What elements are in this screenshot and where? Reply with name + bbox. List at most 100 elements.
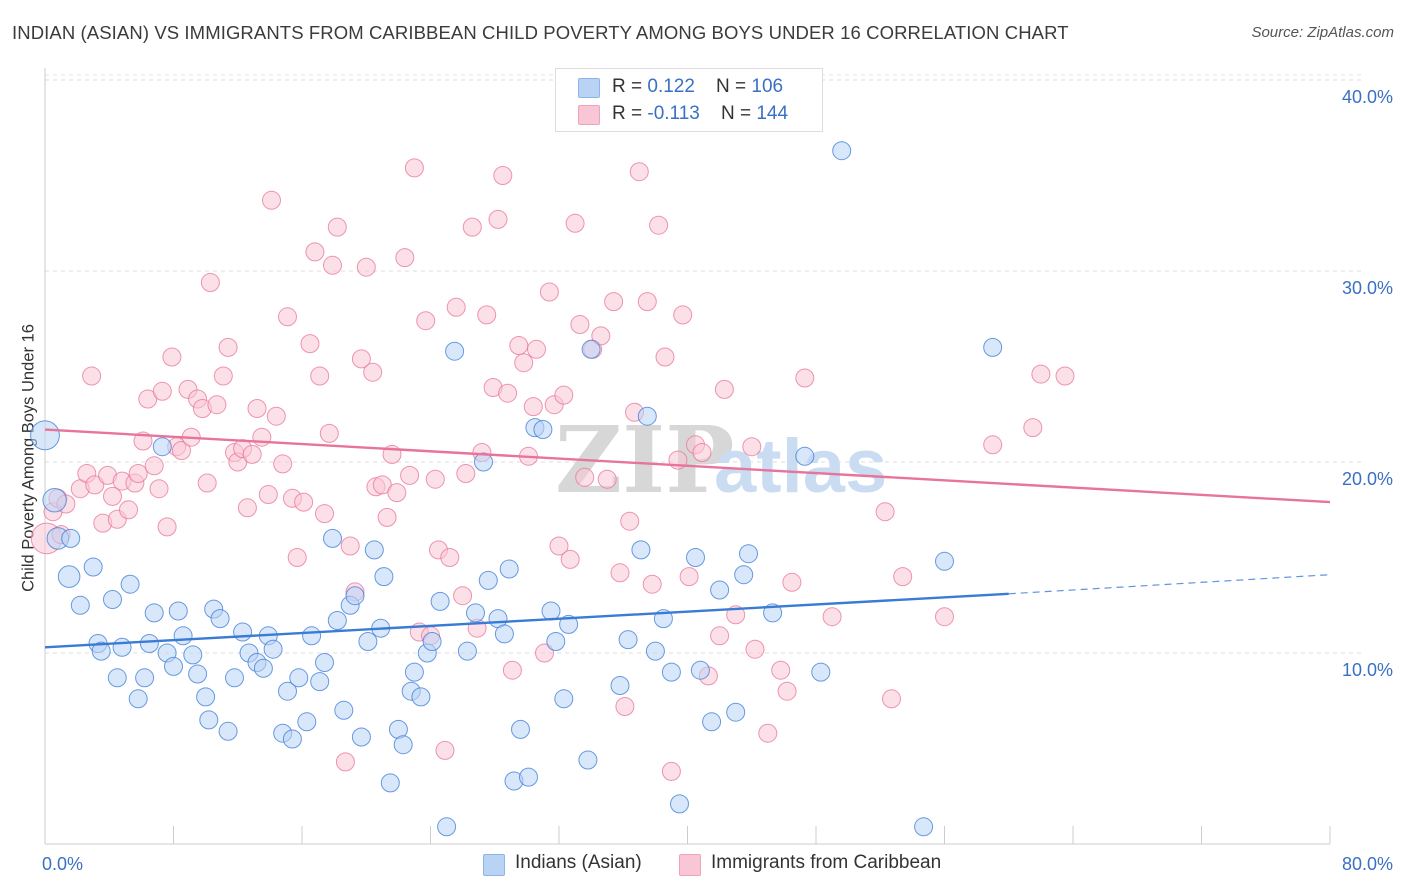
data-point	[310, 366, 330, 386]
data-point	[297, 712, 317, 732]
data-point	[358, 632, 378, 651]
data-point	[539, 282, 559, 302]
data-point	[70, 595, 90, 615]
data-point	[364, 540, 384, 560]
data-point	[527, 339, 546, 359]
data-point	[637, 292, 657, 312]
data-point	[393, 735, 413, 755]
data-point	[742, 437, 762, 457]
data-point	[575, 467, 595, 487]
data-point	[91, 641, 111, 661]
data-point	[549, 536, 569, 556]
trend-lines	[44, 428, 1331, 649]
data-point	[581, 339, 601, 359]
data-point	[207, 395, 227, 415]
data-point	[152, 381, 172, 401]
data-point	[604, 292, 624, 312]
data-point	[771, 660, 791, 680]
data-point	[380, 773, 400, 793]
data-point	[882, 689, 901, 709]
data-point	[305, 242, 325, 262]
y-tick-label: 30.0%	[1342, 278, 1393, 298]
data-point	[502, 660, 522, 680]
y-tick-label: 20.0%	[1342, 469, 1393, 489]
data-point	[263, 639, 283, 659]
data-point	[494, 624, 514, 644]
data-point	[294, 492, 314, 512]
data-point	[758, 723, 778, 743]
data-point	[213, 366, 233, 386]
n-label: N =	[716, 76, 752, 97]
data-point	[315, 653, 334, 672]
x-tick-label-max: 80.0%	[1342, 854, 1393, 874]
data-point	[103, 486, 122, 506]
data-point	[710, 580, 730, 600]
legend-label: Immigrants from Caribbean	[711, 852, 942, 873]
data-point	[278, 307, 297, 327]
axes	[44, 68, 1331, 845]
data-point	[107, 668, 127, 688]
data-point	[629, 162, 649, 182]
data-point	[340, 536, 360, 556]
series-legend: Indians (Asian) Immigrants from Caribbea…	[0, 852, 1406, 878]
data-point	[782, 572, 802, 592]
data-point	[152, 437, 172, 457]
data-point	[183, 645, 203, 665]
data-point	[404, 158, 424, 178]
source-credit: Source: ZipAtlas.com	[1251, 24, 1394, 41]
data-point	[661, 761, 681, 781]
data-point	[289, 668, 309, 688]
data-point	[642, 574, 662, 594]
data-point	[315, 504, 334, 524]
data-point	[437, 817, 457, 837]
data-point	[327, 217, 347, 237]
data-point	[983, 337, 1003, 357]
data-point	[615, 697, 635, 716]
r-label: R =	[612, 76, 648, 97]
r-value: 0.122	[647, 76, 695, 97]
data-point	[578, 750, 598, 770]
data-point	[620, 511, 640, 531]
data-point	[935, 551, 954, 571]
data-point	[457, 641, 477, 661]
data-point	[477, 305, 497, 325]
data-point	[914, 817, 934, 837]
n-value: 106	[751, 76, 784, 97]
data-point	[456, 464, 476, 483]
data-point	[144, 456, 164, 476]
data-point	[535, 643, 554, 663]
data-point	[422, 632, 442, 651]
data-point	[554, 689, 574, 709]
data-point	[610, 676, 630, 695]
data-point	[233, 622, 253, 642]
data-point	[319, 423, 339, 443]
data-point	[533, 420, 553, 439]
watermark-atlas: atlas	[714, 424, 887, 509]
series-immigrants-from-caribbean	[30, 158, 1075, 781]
data-point	[310, 672, 330, 692]
y-tick-label: 10.0%	[1342, 660, 1393, 680]
data-point	[210, 609, 230, 629]
r-value: -0.113	[647, 103, 700, 124]
data-point	[655, 347, 675, 367]
data-point	[119, 500, 138, 520]
data-point	[795, 446, 815, 466]
data-point	[523, 397, 543, 417]
data-point	[649, 215, 669, 235]
data-point	[466, 603, 485, 623]
data-point	[670, 794, 689, 814]
data-point	[983, 435, 1003, 455]
data-point	[488, 209, 508, 229]
data-point	[253, 658, 273, 678]
data-point	[278, 681, 297, 701]
data-point	[282, 729, 302, 749]
trend-line-indians	[44, 592, 1009, 649]
data-point	[739, 544, 758, 564]
data-point	[686, 548, 705, 567]
data-point	[440, 548, 460, 567]
data-point	[710, 626, 730, 646]
data-point	[726, 702, 746, 722]
data-point	[351, 727, 371, 747]
data-point	[172, 441, 191, 460]
n-label: N =	[720, 103, 757, 124]
